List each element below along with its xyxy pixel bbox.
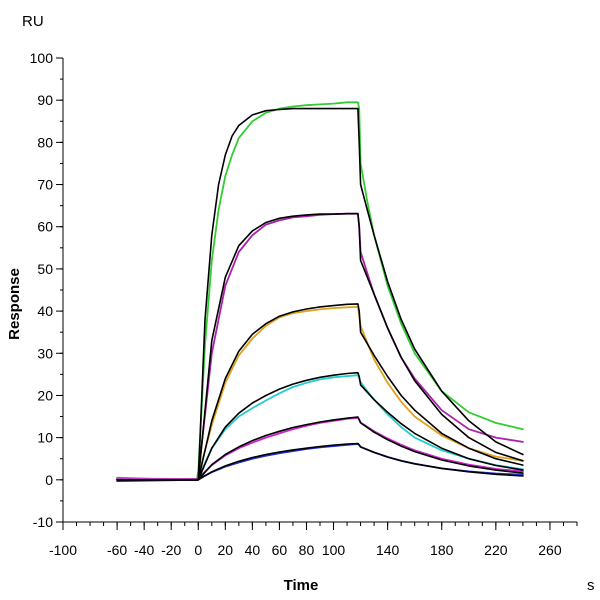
x-tick-label: -40 (134, 542, 154, 558)
x-tick-label: 140 (376, 542, 400, 558)
series-line-fit-1 (116, 107, 524, 481)
x-tick-label: 40 (245, 542, 261, 558)
x-tick-label: 100 (322, 542, 346, 558)
y-axis-title: Response (6, 268, 23, 340)
y-tick-label: 70 (37, 177, 53, 193)
y-tick-label: 30 (37, 345, 53, 361)
x-tick-label: -60 (107, 542, 127, 558)
x-tick-label: -100 (49, 542, 77, 558)
y-tick-label: 60 (37, 219, 53, 235)
series-line-fit-3 (116, 303, 524, 481)
y-tick-label: 100 (30, 50, 54, 66)
y-tick-label: 50 (37, 261, 53, 277)
x-tick-label: 20 (218, 542, 234, 558)
plot-area (116, 101, 524, 483)
x-tick-label: 0 (194, 542, 202, 558)
series-line-sensorgram-1 (116, 101, 524, 480)
x-tick-label: 260 (538, 542, 562, 558)
x-tick-label: -20 (161, 542, 181, 558)
y-tick-label: 40 (37, 303, 53, 319)
y-tick-label: 90 (37, 92, 53, 108)
series-line-sensorgram-4 (116, 374, 524, 481)
series-line-fit-5 (116, 416, 524, 481)
y-tick-label: 0 (45, 472, 53, 488)
y-tick-label: -10 (33, 514, 53, 530)
x-tick-label: 60 (272, 542, 288, 558)
y-tick-label: 10 (37, 430, 53, 446)
y-unit-label: RU (22, 13, 44, 30)
series-line-fit-4 (116, 371, 524, 481)
x-tick-label: 180 (430, 542, 454, 558)
x-unit-label: s (587, 577, 595, 594)
y-tick-label: 80 (37, 134, 53, 150)
x-tick-label: 220 (484, 542, 508, 558)
y-tick-label: 20 (37, 387, 53, 403)
series-line-sensorgram-2 (116, 212, 524, 480)
series-line-fit-6 (116, 442, 524, 481)
series-line-sensorgram-3 (116, 305, 524, 481)
series-line-fit-2 (116, 212, 524, 481)
x-axis-title: Time (284, 577, 319, 594)
x-tick-label: 80 (299, 542, 315, 558)
